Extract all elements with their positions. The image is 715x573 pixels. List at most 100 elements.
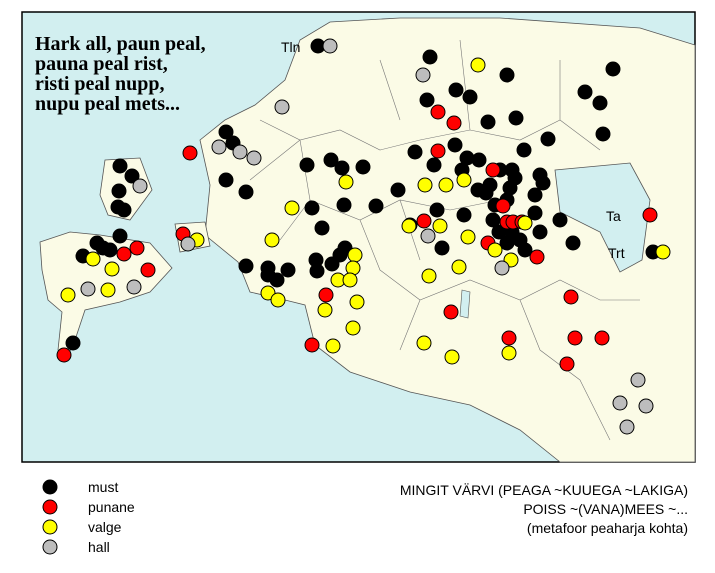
legend-dot [42, 479, 58, 495]
map-dot [456, 172, 472, 188]
map-dot [182, 145, 198, 161]
map-dot [60, 287, 76, 303]
legend-dot [42, 519, 58, 535]
map-dot [612, 395, 628, 411]
map-dot [517, 242, 533, 258]
map-dot [102, 242, 118, 258]
map-dot [416, 335, 432, 351]
map-dot [507, 170, 523, 186]
legend-label: valge [88, 519, 122, 535]
map-dot [559, 356, 575, 372]
map-dot [345, 320, 361, 336]
map-dot [527, 205, 543, 221]
map-dot [218, 124, 234, 140]
map-dot [421, 268, 437, 284]
map-dot [422, 49, 438, 65]
map-dot [432, 218, 448, 234]
map-dot [304, 337, 320, 353]
legend-label: must [88, 479, 118, 495]
map-dot [317, 302, 333, 318]
map-dot [499, 235, 515, 251]
map-dot [535, 175, 551, 191]
caption-line: MINGIT VÄRVI (PEAGA ~KUUEGA ~LAKIGA) [400, 482, 688, 498]
map-dot [419, 92, 435, 108]
map-dot [487, 242, 503, 258]
map-dot [65, 335, 81, 351]
map-dot [112, 158, 128, 174]
map-dot [417, 177, 433, 193]
map-dot [517, 215, 533, 231]
map-dot [577, 84, 593, 100]
dots [56, 38, 671, 435]
map-dot [434, 240, 450, 256]
map-dot [218, 172, 234, 188]
map-dot [238, 258, 254, 274]
map-dot [630, 372, 646, 388]
map-dot [416, 213, 432, 229]
map-dot [140, 262, 156, 278]
map-dot [116, 202, 132, 218]
title-line: nupu peal mets... [35, 93, 180, 115]
map-dot [85, 251, 101, 267]
place-label: Ta [606, 208, 621, 224]
legend-dot [42, 539, 58, 555]
map-dot [129, 240, 145, 256]
title-line: pauna peal rist, [35, 53, 168, 75]
map-dot [471, 152, 487, 168]
map-dot [470, 57, 486, 73]
map-dot [325, 338, 341, 354]
map-dot [274, 99, 290, 115]
map-dot [529, 249, 545, 265]
map-dot [342, 272, 358, 288]
legend-dot [42, 499, 58, 515]
map-dot [324, 256, 340, 272]
place-label: Tln [281, 39, 300, 55]
map-dot [355, 159, 371, 175]
map-dot [438, 177, 454, 193]
map-dot [430, 104, 446, 120]
map-dot [448, 82, 464, 98]
legend-label: punane [88, 499, 135, 515]
map-dot [485, 162, 501, 178]
map-dot [314, 220, 330, 236]
legend-label: hall [88, 539, 110, 555]
title-line: risti peal nupp, [35, 73, 164, 95]
map-dot [368, 198, 384, 214]
map-dot [238, 184, 254, 200]
map-dot [323, 152, 339, 168]
map-dot [494, 260, 510, 276]
map-dot [318, 287, 334, 303]
map-dot [532, 224, 548, 240]
map-dot [565, 235, 581, 251]
map-dot [232, 144, 248, 160]
map-dot [501, 330, 517, 346]
legend: must punane valge hall [42, 479, 135, 555]
map-dot [100, 282, 116, 298]
map-dot [401, 218, 417, 234]
map-dot [462, 89, 478, 105]
map-dot [456, 207, 472, 223]
map-dot [480, 114, 496, 130]
map-dot [638, 398, 654, 414]
map-dot [594, 330, 610, 346]
map-dot [132, 178, 148, 194]
map-dot [460, 229, 476, 245]
map-dot [426, 157, 442, 173]
map-dot [126, 279, 142, 295]
title-line: Hark all, paun peal, [35, 33, 206, 55]
map-dot [516, 142, 532, 158]
map-dot [446, 115, 462, 131]
map-dot [284, 200, 300, 216]
map-dot [495, 198, 511, 214]
map-dot [407, 144, 423, 160]
map-dot [478, 185, 494, 201]
map-dot [304, 200, 320, 216]
map-dot [447, 137, 463, 153]
map-dot [552, 212, 568, 228]
map-dot [270, 292, 286, 308]
map-dot [619, 419, 635, 435]
map-dot [111, 183, 127, 199]
map-dot [56, 347, 72, 363]
map-dot [595, 126, 611, 142]
